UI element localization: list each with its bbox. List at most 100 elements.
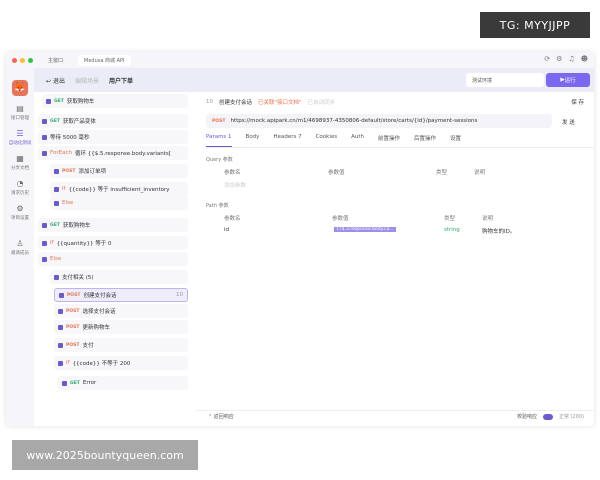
checkbox[interactable] (46, 98, 51, 104)
breadcrumb[interactable]: 编辑场景 (74, 77, 99, 85)
checkbox[interactable] (58, 324, 63, 330)
param-desc: 购物车的ID。 (482, 229, 516, 235)
method-label: GET (70, 380, 80, 386)
node-label: {{code}} 等于 insufficient_inventory (68, 187, 170, 193)
node-label: 获取购物车 (66, 99, 95, 105)
checkbox[interactable] (42, 222, 47, 228)
node-label: {{quantity}} 等于 0 (56, 241, 112, 247)
response-toggle[interactable]: ⌃ 返回响应 (208, 414, 234, 420)
checkbox[interactable] (58, 308, 63, 314)
checkbox[interactable] (54, 186, 59, 192)
node-label: 选择支付会话 (82, 309, 116, 315)
settings-icon: ⚙ (16, 204, 24, 213)
tab-main[interactable]: 主窗口 (48, 57, 64, 64)
header: ↩ 退出 编辑场景 用户下单 测试环境 ▶ 运行 (34, 68, 594, 92)
url-bar[interactable]: POST https://mock.apipark.cn/m1/4698937-… (206, 114, 552, 128)
sidebar-item-api[interactable]: ▤ 接口管理 (11, 104, 29, 121)
checkbox[interactable] (42, 240, 47, 246)
checkbox[interactable] (42, 134, 47, 140)
test-icon: ☰ (16, 129, 24, 138)
node-label: 获取产品变体 (62, 119, 96, 125)
checkbox[interactable] (42, 256, 47, 262)
tab-6[interactable]: 后置操作 (414, 136, 437, 142)
method-label: POST (66, 342, 80, 348)
method-label: GET (50, 118, 60, 124)
add-param-input[interactable]: 添加参数 (224, 183, 247, 189)
node-label: 支付 (82, 343, 94, 349)
checkbox[interactable] (42, 118, 47, 124)
tab-medusa[interactable]: Medusa 商城 API (78, 54, 131, 66)
tree-node[interactable]: 等待 5000 毫秒 (38, 130, 188, 144)
checkbox[interactable] (54, 274, 59, 280)
tree-node[interactable]: If {{code}} 等于 insufficient_inventory (50, 182, 188, 196)
back-button[interactable]: ↩ 退出 (46, 77, 65, 85)
tab-5[interactable]: 前置操作 (378, 136, 401, 142)
bell-icon[interactable]: ♫ (568, 55, 575, 63)
tree-node[interactable]: If {{quantity}} 等于 0 (38, 236, 188, 250)
tab-2[interactable]: Headers 7 (273, 134, 302, 140)
run-button[interactable]: ▶ 运行 (546, 73, 590, 87)
sidebar-item-history[interactable]: ◔ 请求历史 (11, 179, 29, 196)
checkbox[interactable] (59, 292, 64, 298)
tree-node[interactable]: GET Error (58, 376, 188, 390)
checkbox[interactable] (62, 380, 67, 386)
minimize-dot[interactable] (20, 57, 25, 63)
user-add-icon: ♙ (16, 239, 24, 248)
node-label: 更新购物车 (82, 325, 110, 331)
avatar[interactable]: ☻ (580, 55, 588, 63)
send-button[interactable]: 发 送 (562, 120, 575, 126)
checkbox[interactable] (54, 200, 59, 206)
checkbox[interactable] (58, 360, 63, 366)
sidebar-item-docs[interactable]: ▦ 分享文档 (11, 154, 29, 171)
save-button[interactable]: 保 存 (571, 100, 584, 106)
gear-icon[interactable]: ⚙ (556, 55, 563, 63)
env-select[interactable]: 测试环境 (466, 73, 544, 87)
node-label: 获取购物车 (62, 223, 91, 229)
param-type[interactable]: string (444, 227, 460, 233)
sidebar-item-autotest[interactable]: ☰ 自动化测试 (8, 129, 32, 146)
tree-node[interactable]: POST 支付 (54, 338, 188, 352)
step-id: 10 (206, 99, 213, 105)
url-input[interactable]: https://mock.apipark.cn/m1/4698937-43508… (230, 118, 478, 124)
tab-7[interactable]: 设置 (450, 136, 462, 142)
tree-node[interactable]: POST 选择支付会话 (54, 304, 188, 318)
checkbox[interactable] (42, 150, 47, 156)
checkbox[interactable] (54, 168, 59, 174)
param-value[interactable]: {{$.3.response.body.ca... (334, 227, 396, 232)
sidebar-item-invite[interactable]: ♙ 邀请成员 (11, 239, 29, 256)
query-title: Query 参数 (206, 157, 233, 163)
method-label: If (50, 240, 54, 246)
tree-node[interactable]: ForEach 循环 {{$.5.response.body.variants[ (38, 146, 188, 160)
tree-node[interactable]: Else (38, 252, 188, 266)
tree-node[interactable]: GET 获取购物车 (38, 218, 188, 232)
request-panel: 10 创建支付会话 已关联"接口文档" 已自动同步 保 存 POST https… (196, 92, 594, 426)
tree-node[interactable]: 支付相关 (5) (50, 270, 188, 284)
sidebar-item-settings[interactable]: ⚙ 项目设置 (11, 204, 29, 221)
tree-node[interactable]: POST 创建支付会话 10 (54, 288, 188, 302)
checkbox[interactable] (58, 342, 63, 348)
logo: 🦊 (12, 80, 28, 96)
status-select[interactable]: 正常 (200) (558, 414, 584, 420)
tab-1[interactable]: Body (245, 134, 260, 140)
watermark-top: TG: MYYJJPP (480, 12, 590, 38)
maximize-dot[interactable] (28, 57, 33, 63)
request-tabs: Params 1 Body Headers 7 Cookies Auth 前置操作 后置操作… (206, 134, 594, 148)
method-label: Else (62, 200, 74, 206)
tab-4[interactable]: Auth (351, 134, 365, 140)
tab-0[interactable]: Params 1 (206, 134, 232, 147)
app-window: 主窗口 Medusa 商城 API ⟳ ⚙ ♫ ☻ 🦊 ▤ 接口管理 ☰ 自动化测试 ▦ 分… (6, 52, 594, 426)
tab-3[interactable]: Cookies (315, 134, 338, 140)
doc-icon: ▦ (16, 154, 24, 163)
linked-doc[interactable]: 已关联"接口文档" (258, 100, 302, 106)
tree-node[interactable]: GET 获取购物车 (42, 94, 188, 108)
node-label: 循环 {{$.5.response.body.variants[ (74, 151, 171, 157)
tree-node[interactable]: POST 添加订单项 (50, 164, 188, 178)
watermark-bottom: www.2025bountyqueen.com (12, 440, 198, 470)
close-dot[interactable] (12, 57, 17, 63)
tree-node[interactable]: GET 获取产品变体 (38, 114, 188, 128)
tree-node[interactable]: POST 更新购物车 (54, 320, 188, 334)
refresh-icon[interactable]: ⟳ (544, 55, 551, 63)
validate-toggle[interactable] (542, 413, 553, 420)
tree-node[interactable]: Else (50, 196, 188, 210)
tree-node[interactable]: If {{code}} 不等于 200 (54, 356, 188, 370)
